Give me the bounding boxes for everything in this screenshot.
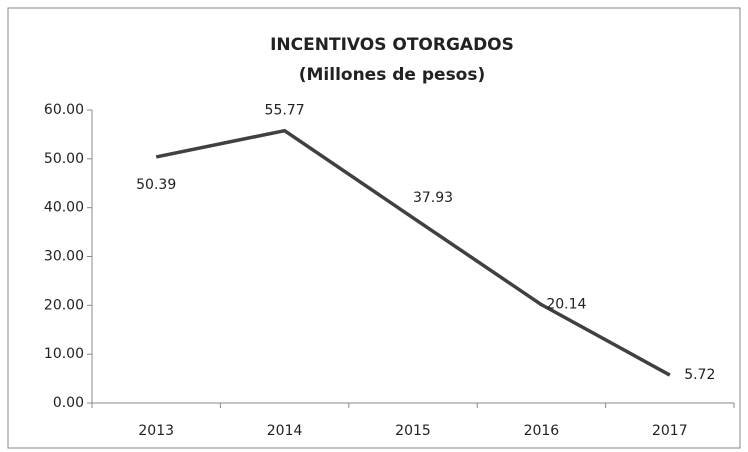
y-tick-label: 60.00 xyxy=(44,102,84,118)
data-label: 37.93 xyxy=(413,190,453,206)
data-label: 20.14 xyxy=(546,297,586,313)
chart-title: INCENTIVOS OTORGADOS xyxy=(270,35,514,55)
y-tick-label: 30.00 xyxy=(44,249,84,265)
chart-subtitle: (Millones de pesos) xyxy=(299,65,486,85)
y-tick-label: 20.00 xyxy=(44,297,84,313)
x-tick-label: 2015 xyxy=(395,423,431,439)
y-tick-label: 50.00 xyxy=(44,151,84,167)
y-tick-label: 10.00 xyxy=(44,346,84,362)
y-tick-label: 0.00 xyxy=(53,395,84,411)
data-label: 5.72 xyxy=(684,367,715,383)
data-line xyxy=(155,128,671,377)
x-tick-label: 2014 xyxy=(267,423,303,439)
x-tick-label: 2013 xyxy=(138,423,174,439)
x-tick-label: 2016 xyxy=(524,423,560,439)
data-label: 50.39 xyxy=(136,177,176,193)
data-label: 55.77 xyxy=(265,103,305,119)
chart-frame xyxy=(7,7,741,449)
x-tick-label: 2017 xyxy=(652,423,688,439)
y-tick-label: 40.00 xyxy=(44,200,84,216)
